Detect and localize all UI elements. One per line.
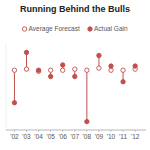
x-tick-label: '04 [34, 133, 43, 140]
x-tick-label: '05 [46, 133, 55, 140]
x-tick [98, 130, 99, 132]
point [24, 67, 28, 71]
x-tick-label: '02 [10, 133, 19, 140]
stem [86, 70, 87, 121]
legend-item: Average Forecast [22, 25, 80, 33]
title: Running Behind the Bulls [20, 4, 130, 14]
point [97, 66, 101, 70]
legend-label: Average Forecast [29, 25, 80, 33]
point [36, 68, 40, 72]
x-tick-label: '03 [22, 133, 31, 140]
x-axis-line [6, 130, 146, 131]
y-axis-line [6, 44, 7, 130]
point [12, 101, 16, 105]
point [121, 68, 125, 72]
point [133, 64, 137, 68]
legend-marker [88, 27, 92, 31]
legend: Average Forecast Actual Gain [22, 25, 128, 33]
x-tick [135, 130, 136, 132]
x-tick-label: '12 [131, 133, 140, 140]
point [109, 64, 113, 68]
x-tick-label: '06 [58, 133, 67, 140]
x-tick-label: '07 [71, 133, 80, 140]
point [61, 68, 65, 72]
point [48, 74, 52, 78]
x-tick-label: '08 [83, 133, 92, 140]
chart: Running Behind the Bulls '02'03'04'05'06 '… [0, 0, 150, 150]
point [12, 68, 16, 72]
x-tick [74, 130, 75, 132]
x-tick [123, 130, 124, 132]
point [97, 53, 101, 57]
point [109, 68, 113, 72]
x-tick-label: '09 [95, 133, 104, 140]
x-tick [86, 130, 87, 132]
legend-label: Actual Gain [94, 25, 128, 32]
point [48, 68, 52, 72]
x-tick [14, 130, 15, 132]
point [73, 74, 77, 78]
point [121, 80, 125, 84]
plot-area [12, 50, 137, 124]
x-tick [38, 130, 39, 132]
x-tick [26, 130, 27, 132]
point [61, 63, 65, 67]
point [85, 119, 89, 123]
point [85, 68, 89, 72]
x-tick-label: '10 [107, 133, 116, 140]
x-tick [50, 130, 51, 132]
legend-marker [22, 27, 26, 31]
x-tick-label: '11 [119, 133, 127, 140]
point [24, 50, 28, 54]
stem [14, 70, 15, 103]
x-tick [111, 130, 112, 132]
x-tick [62, 130, 63, 132]
point [73, 67, 77, 71]
legend-item: Actual Gain [88, 25, 128, 32]
